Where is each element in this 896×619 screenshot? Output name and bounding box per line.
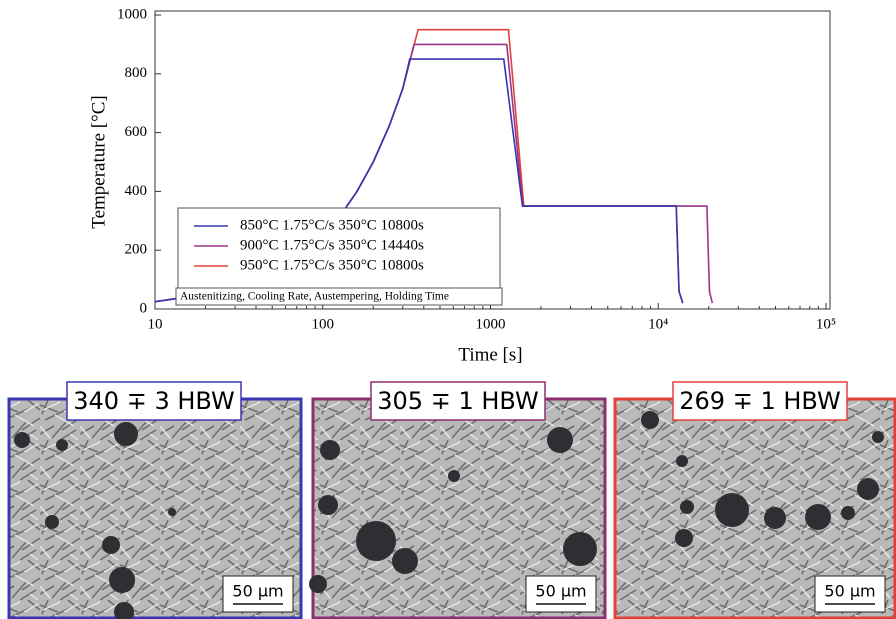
y-tick-label: 200 xyxy=(125,242,148,258)
scale-label: 50 μm xyxy=(232,582,283,601)
y-tick-label: 400 xyxy=(125,183,148,199)
y-tick-label: 0 xyxy=(140,300,148,316)
x-tick-label: 1000 xyxy=(476,316,506,332)
y-tick-label: 800 xyxy=(125,65,148,81)
x-axis-label: Time [s] xyxy=(458,344,522,365)
x-tick-label: 10⁵ xyxy=(816,316,836,332)
legend-label: 950°C 1.75°C/s 350°C 10800s xyxy=(240,257,424,273)
hardness-label: 269 ∓ 1 HBW xyxy=(679,387,840,415)
legend: 850°C 1.75°C/s 350°C 10800s 900°C 1.75°C/… xyxy=(176,208,502,305)
legend-label: 850°C 1.75°C/s 350°C 10800s xyxy=(240,217,424,233)
scale-label: 50 μm xyxy=(535,582,586,601)
hardness-label: 305 ∓ 1 HBW xyxy=(377,387,538,415)
page: 0 200 400 600 800 1000 10 100 1000 10⁴ 10⁵ Time [s]… xyxy=(0,0,896,619)
y-tick-label: 600 xyxy=(125,124,148,140)
scale-label: 50 μm xyxy=(824,582,875,601)
hardness-label: 340 ∓ 3 HBW xyxy=(73,387,234,415)
legend-label: 900°C 1.75°C/s 350°C 14440s xyxy=(240,237,424,253)
x-tick-label: 100 xyxy=(312,316,335,332)
y-tick-label: 1000 xyxy=(117,6,147,22)
legend-caption: Austenitizing, Cooling Rate, Austemperin… xyxy=(180,291,449,303)
x-tick-label: 10 xyxy=(148,316,163,332)
x-tick-label: 10⁴ xyxy=(648,316,668,332)
y-axis-label: Temperature [°C] xyxy=(88,95,109,228)
figure: 0 200 400 600 800 1000 10 100 1000 10⁴ 10⁵ Time [s]… xyxy=(0,0,896,619)
